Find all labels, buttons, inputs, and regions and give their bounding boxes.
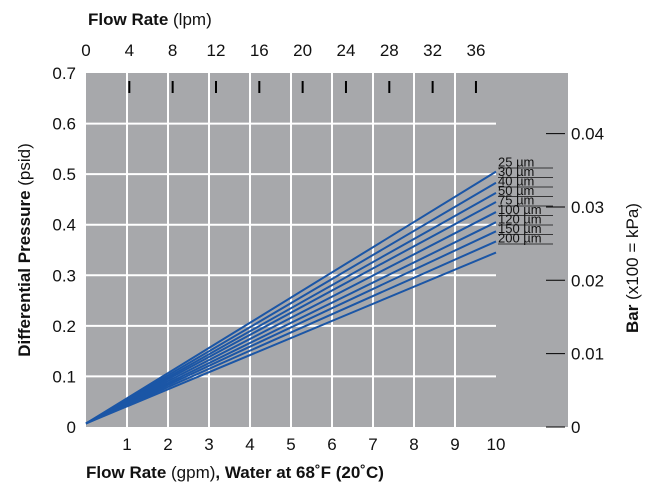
series-label: 200 µm	[498, 231, 542, 246]
left-tick-label: 0.4	[52, 216, 76, 235]
top-axis-marks	[128, 81, 477, 93]
top-axis-title: Flow Rate (lpm)	[88, 10, 212, 29]
right-axis-title-main: Bar	[623, 304, 642, 333]
top-tick-label: 32	[423, 41, 442, 60]
right-axis-title-unit: (x100 = kPa)	[623, 203, 642, 305]
top-tick-label: 24	[337, 41, 356, 60]
left-axis-title-unit: (psid)	[15, 143, 34, 190]
left-tick-label: 0.1	[52, 367, 76, 386]
series-label: 25 µm	[498, 155, 534, 170]
series-line	[85, 211, 497, 425]
left-tick-label: 0.5	[52, 165, 76, 184]
top-tick-label: 36	[466, 41, 485, 60]
bottom-tick-label: 7	[368, 435, 377, 454]
bottom-axis-title-main: Flow Rate	[86, 463, 166, 482]
top-axis-ticks: 0 4 8 12 16 20 24 28 32 36	[81, 41, 485, 60]
plot-background	[86, 73, 568, 427]
bottom-tick-label: 4	[245, 435, 254, 454]
bottom-axis-title-suffix: , Water at 68˚F (20˚C)	[215, 463, 383, 482]
series-line	[85, 230, 497, 425]
bottom-axis-ticks: 1 2 3 4 5 6 7 8 9 10	[122, 435, 505, 454]
right-axis-title: Bar (x100 = kPa)	[623, 203, 642, 333]
series-label: 75 µm	[498, 193, 534, 208]
top-tick-label: 16	[250, 41, 269, 60]
bottom-tick-label: 3	[204, 435, 213, 454]
series-label: 100 µm	[498, 202, 542, 217]
series-line	[85, 251, 497, 425]
left-tick-label: 0.6	[52, 115, 76, 134]
left-axis-title: Differential Pressure (psid)	[15, 143, 34, 357]
left-tick-label: 0.2	[52, 317, 76, 336]
series-label: 150 µm	[498, 221, 542, 236]
series-line	[85, 181, 497, 425]
right-tick-label: 0.03	[571, 198, 604, 217]
series-line	[85, 170, 497, 425]
series-lines	[85, 170, 497, 425]
top-tick-label: 0	[81, 41, 90, 60]
top-tick-label: 12	[207, 41, 226, 60]
left-tick-label: 0.7	[52, 64, 76, 83]
bottom-tick-label: 5	[286, 435, 295, 454]
bottom-axis-title: Flow Rate (gpm), Water at 68˚F (20˚C)	[86, 463, 384, 482]
bottom-tick-label: 2	[163, 435, 172, 454]
top-axis-title-main: Flow Rate	[88, 10, 168, 29]
left-tick-label: 0.3	[52, 266, 76, 285]
top-tick-label: 20	[293, 41, 312, 60]
top-axis-title-unit: (lpm)	[168, 10, 211, 29]
bottom-tick-label: 1	[122, 435, 131, 454]
bottom-axis-title-unit: (gpm)	[166, 463, 215, 482]
left-axis-title-main: Differential Pressure	[15, 190, 34, 356]
left-tick-label: 0	[67, 418, 76, 437]
right-tick-label: 0.02	[571, 271, 604, 290]
top-tick-label: 4	[125, 41, 134, 60]
right-axis-ticks: 0 0.01 0.02 0.03 0.04	[571, 125, 604, 437]
bottom-tick-label: 9	[450, 435, 459, 454]
bottom-tick-label: 10	[487, 435, 506, 454]
series-line	[85, 240, 497, 425]
bottom-tick-label: 6	[327, 435, 336, 454]
left-axis-ticks: 0 0.1 0.2 0.3 0.4 0.5 0.6 0.7	[52, 64, 76, 437]
top-tick-label: 28	[380, 41, 399, 60]
series-label: 50 µm	[498, 183, 534, 198]
series-line	[85, 201, 497, 425]
series-line	[85, 191, 497, 425]
series-label: 40 µm	[498, 174, 534, 189]
right-axis-marks	[546, 133, 565, 428]
series-line	[85, 221, 497, 425]
right-tick-label: 0	[571, 418, 580, 437]
top-tick-label: 8	[168, 41, 177, 60]
right-tick-label: 0.04	[571, 125, 604, 144]
bottom-tick-label: 8	[409, 435, 418, 454]
right-tick-label: 0.01	[571, 345, 604, 364]
grid-lines	[86, 73, 496, 427]
series-label: 120 µm	[498, 212, 542, 227]
series-label: 30 µm	[498, 164, 534, 179]
